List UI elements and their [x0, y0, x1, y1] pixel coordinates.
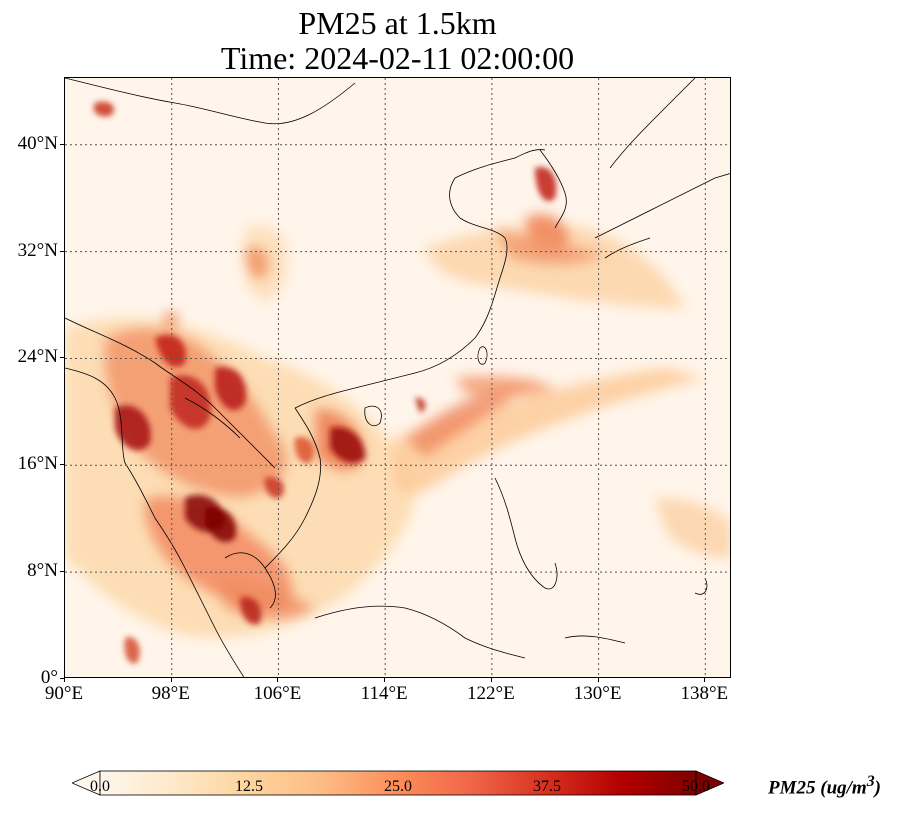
colorbar-tick-label: 37.5 — [533, 778, 561, 795]
colorbar-tick-label: 25.0 — [384, 778, 412, 795]
latitude-tick-label: 24°N — [17, 346, 58, 368]
pm25-field-map — [65, 78, 730, 677]
latitude-tick-label: 0° — [40, 667, 58, 688]
colorbar-tick-label: 50.0 — [682, 778, 710, 795]
latitude-tick-mark — [60, 571, 64, 573]
map-title-line1: PM25 at 1.5km — [298, 5, 497, 41]
colorbar-tick-label: 0.0 — [90, 778, 110, 795]
colorbar — [72, 770, 724, 796]
latitude-tick-label: 32°N — [17, 239, 58, 261]
latitude-tick-mark — [60, 143, 64, 145]
colorbar-tick-label: 12.5 — [235, 778, 263, 795]
longitude-tick-label: 122°E — [467, 683, 515, 704]
colorbar-gradient — [99, 770, 697, 796]
longitude-tick-mark — [490, 678, 492, 682]
map-title-line2: Time: 2024-02-11 02:00:00 — [220, 40, 575, 76]
graticule — [65, 78, 730, 677]
map-panel — [64, 77, 731, 678]
pollution-plumes — [65, 214, 730, 638]
longitude-tick-mark — [597, 678, 599, 682]
longitude-tick-label: 98°E — [151, 683, 190, 704]
longitude-tick-label: 138°E — [680, 683, 729, 704]
pollution-hotspots — [93, 101, 557, 664]
longitude-tick-label: 90°E — [44, 683, 84, 704]
longitude-tick-mark — [64, 678, 65, 682]
latitude-tick-label: 40°N — [17, 132, 58, 154]
longitude-tick-mark — [384, 678, 386, 682]
longitude-tick-mark — [277, 678, 279, 682]
colorbar-label: PM25 (ug/m3) — [768, 773, 881, 799]
latitude-tick-mark — [60, 464, 64, 466]
coastlines — [65, 78, 730, 677]
longitude-tick-label: 114°E — [360, 683, 408, 704]
colorbar-extend-high — [695, 770, 724, 796]
longitude-tick-mark — [170, 678, 172, 682]
latitude-tick-mark — [60, 678, 64, 679]
longitude-tick-label: 130°E — [573, 683, 622, 704]
latitude-tick-label: 16°N — [17, 453, 58, 475]
longitude-tick-label: 106°E — [253, 683, 302, 704]
longitude-tick-mark — [704, 678, 706, 682]
latitude-tick-label: 8°N — [27, 560, 58, 582]
latitude-tick-mark — [60, 250, 64, 252]
latitude-tick-mark — [60, 357, 64, 359]
